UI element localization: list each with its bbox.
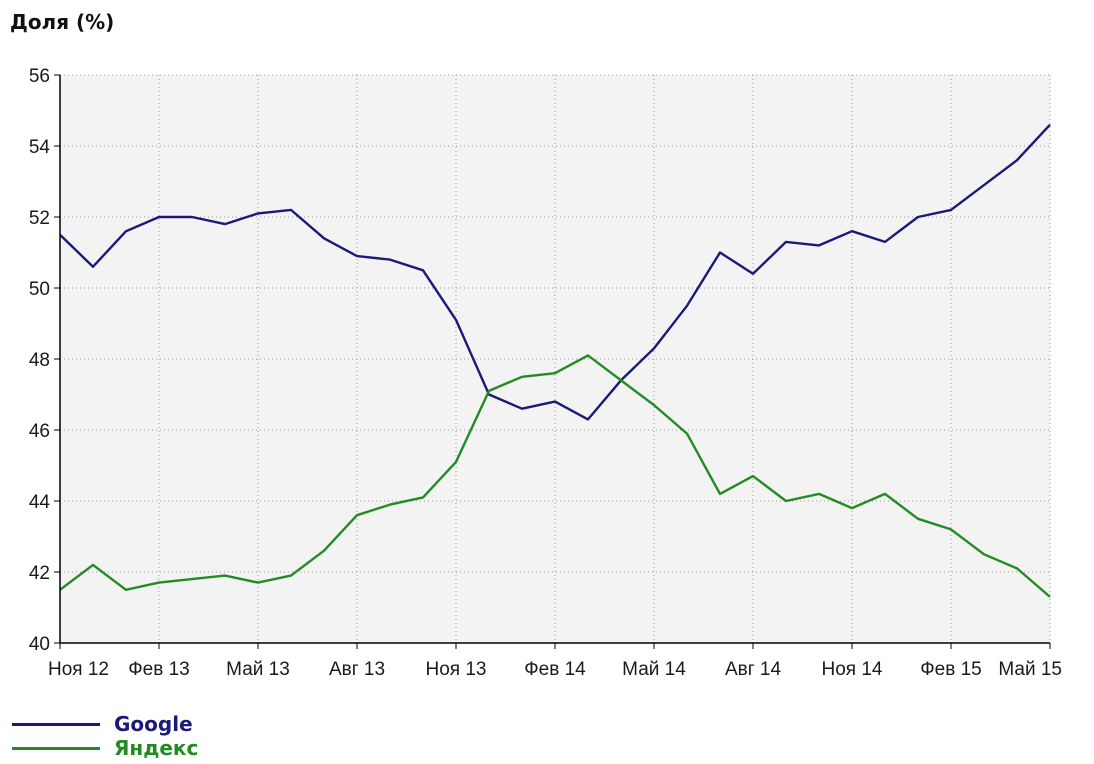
x-tick-label: Ноя 13	[426, 659, 487, 680]
x-tick-label: Авг 13	[329, 659, 385, 680]
x-tick-labels: Ноя 12 Фев 13 Май 13 Авг 13 Ноя 13 Фев 14 Май …	[48, 659, 1062, 680]
series-lines	[59, 123, 1051, 598]
y-tick-labels: 40 42 44 46 48 50 52 54 56	[29, 66, 51, 655]
y-tick-label: 42	[29, 563, 50, 584]
y-tick-label: 44	[29, 492, 51, 513]
line-chart: 40 42 44 46 48 50 52 54 56 Ноя 12 Фев 13 Май 13 Авг…	[29, 66, 1062, 680]
y-tick-label: 54	[29, 137, 51, 158]
x-tick-label: Ноя 14	[822, 659, 883, 680]
y-tick-label: 52	[29, 208, 50, 229]
axes	[54, 74, 1051, 649]
x-tick-label: Фев 15	[920, 659, 982, 680]
y-tick-label: 46	[29, 421, 50, 442]
legend-swatch-google	[12, 722, 100, 726]
x-tick-label: Авг 14	[725, 659, 782, 680]
series-line-yandex	[59, 354, 1051, 598]
y-tick-label: 40	[29, 634, 50, 655]
series-line-google	[59, 123, 1051, 421]
legend: Google Яндекс	[12, 712, 198, 760]
grid-lines	[60, 74, 1051, 643]
y-tick-label: 56	[29, 66, 50, 87]
x-tick-label: Май 15	[998, 659, 1062, 680]
x-tick-label: Фев 13	[128, 659, 190, 680]
legend-swatch-yandex	[12, 746, 100, 750]
chart-title: Доля (%)	[10, 10, 115, 34]
x-tick-label: Май 13	[226, 659, 290, 680]
legend-item-yandex: Яндекс	[12, 736, 198, 760]
y-tick-label: 48	[29, 350, 50, 371]
legend-label-yandex: Яндекс	[114, 736, 199, 760]
y-tick-label: 50	[29, 279, 50, 300]
x-tick-label: Фев 14	[524, 659, 586, 680]
legend-item-google: Google	[12, 712, 198, 736]
legend-label-google: Google	[114, 712, 193, 736]
x-tick-label: Ноя 12	[48, 659, 109, 680]
x-tick-label: Май 14	[622, 659, 686, 680]
